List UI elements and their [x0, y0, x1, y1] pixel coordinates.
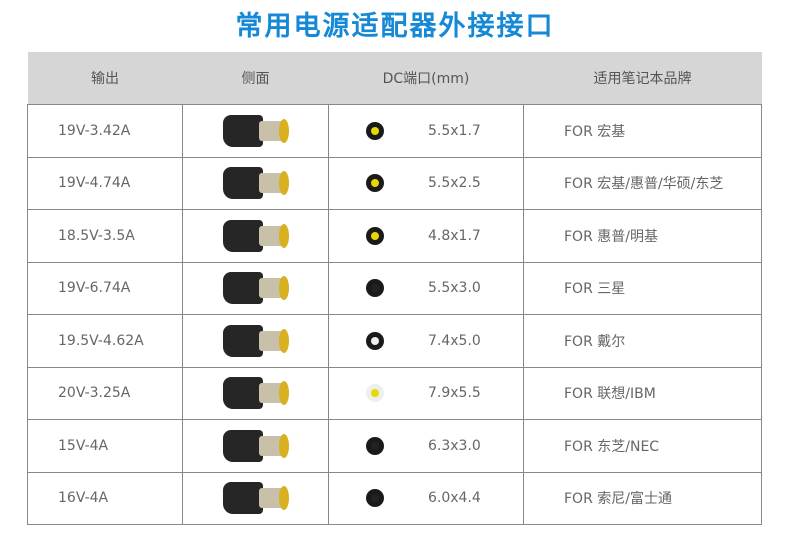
header-brand: 适用笔记本品牌	[523, 52, 762, 105]
table-row: 16V-4A 6.0x4.4 FOR 索尼/富士通	[27, 471, 762, 525]
dc-port-cell: 5.5x1.7	[328, 104, 524, 158]
dc-port-icon	[366, 121, 384, 140]
plug-image	[221, 476, 291, 520]
plug-image	[221, 161, 291, 205]
plug-image	[221, 109, 291, 153]
side-view-cell	[182, 366, 329, 420]
brand-cell: FOR 宏基/惠普/华硕/东芝	[523, 156, 762, 210]
dc-size: 6.0x4.4	[428, 490, 481, 507]
dc-port-cell: 7.4x5.0	[328, 314, 524, 368]
output-cell: 18.5V-3.5A	[27, 209, 183, 263]
side-view-cell	[182, 156, 329, 210]
brand-cell: FOR 宏基	[523, 104, 762, 158]
dc-port-cell: 4.8x1.7	[328, 209, 524, 263]
dc-size: 4.8x1.7	[428, 227, 481, 244]
table-row: 19V-6.74A 5.5x3.0 FOR 三星	[27, 261, 762, 315]
plug-image	[221, 319, 291, 363]
side-view-cell	[182, 104, 329, 158]
table-row: 19V-3.42A 5.5x1.7 FOR 宏基	[27, 104, 762, 158]
output-cell: 19V-6.74A	[27, 261, 183, 315]
dc-port-icon	[366, 226, 384, 245]
brand-cell: FOR 戴尔	[523, 314, 762, 368]
output-cell: 19.5V-4.62A	[27, 314, 183, 368]
table-row: 19V-4.74A 5.5x2.5 FOR 宏基/惠普/华硕/东芝	[27, 156, 762, 210]
brand-cell: FOR 惠普/明基	[523, 209, 762, 263]
dc-port-icon	[366, 489, 384, 508]
brand-cell: FOR 索尼/富士通	[523, 471, 762, 525]
header-output: 输出	[27, 52, 183, 105]
header-dc: DC端口(mm)	[328, 52, 524, 105]
dc-size: 5.5x2.5	[428, 175, 481, 192]
output-cell: 19V-3.42A	[27, 104, 183, 158]
table-header: 输出 侧面 DC端口(mm) 适用笔记本品牌	[27, 52, 762, 105]
plug-image	[221, 371, 291, 415]
output-cell: 19V-4.74A	[27, 156, 183, 210]
side-view-cell	[182, 471, 329, 525]
dc-port-icon	[366, 384, 384, 403]
side-view-cell	[182, 209, 329, 263]
plug-image	[221, 266, 291, 310]
dc-port-icon	[366, 279, 384, 298]
plug-image	[221, 214, 291, 258]
dc-port-cell: 6.3x3.0	[328, 419, 524, 473]
dc-port-cell: 5.5x3.0	[328, 261, 524, 315]
dc-port-icon	[366, 174, 384, 193]
brand-cell: FOR 三星	[523, 261, 762, 315]
side-view-cell	[182, 314, 329, 368]
dc-size: 5.5x1.7	[428, 122, 481, 139]
dc-size: 5.5x3.0	[428, 280, 481, 297]
dc-port-icon	[366, 436, 384, 455]
brand-cell: FOR 东芝/NEC	[523, 419, 762, 473]
dc-port-cell: 7.9x5.5	[328, 366, 524, 420]
plug-image	[221, 424, 291, 468]
output-cell: 15V-4A	[27, 419, 183, 473]
table-row: 20V-3.25A 7.9x5.5 FOR 联想/IBM	[27, 366, 762, 420]
table-row: 18.5V-3.5A 4.8x1.7 FOR 惠普/明基	[27, 209, 762, 263]
dc-size: 7.9x5.5	[428, 385, 481, 402]
side-view-cell	[182, 419, 329, 473]
output-cell: 16V-4A	[27, 471, 183, 525]
dc-size: 7.4x5.0	[428, 332, 481, 349]
table-row: 15V-4A 6.3x3.0 FOR 东芝/NEC	[27, 419, 762, 473]
dc-port-icon	[366, 331, 384, 350]
output-cell: 20V-3.25A	[27, 366, 183, 420]
page-title: 常用电源适配器外接接口	[235, 11, 555, 42]
dc-size: 6.3x3.0	[428, 437, 481, 454]
dc-port-cell: 5.5x2.5	[328, 156, 524, 210]
table-row: 19.5V-4.62A 7.4x5.0 FOR 戴尔	[27, 314, 762, 368]
adapter-table: 输出 侧面 DC端口(mm) 适用笔记本品牌 19V-3.42A 5.5x1.7…	[27, 52, 762, 525]
side-view-cell	[182, 261, 329, 315]
dc-port-cell: 6.0x4.4	[328, 471, 524, 525]
header-side: 侧面	[182, 52, 329, 105]
brand-cell: FOR 联想/IBM	[523, 366, 762, 420]
